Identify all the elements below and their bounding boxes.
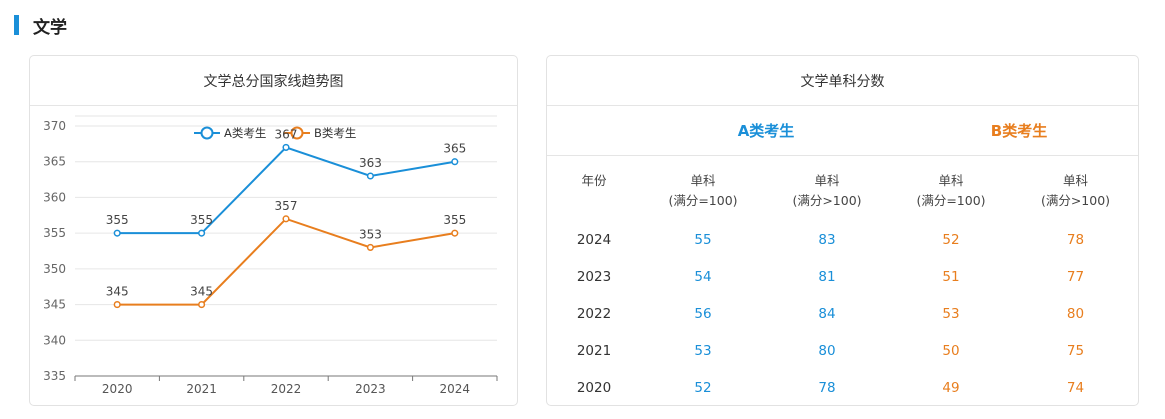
header-a-high: 单科 (满分>100) [792,173,862,208]
b-high-cell: 80 [1066,305,1085,322]
x-tick-label: 2021 [186,382,217,396]
a-low-cell: 53 [694,342,712,359]
year-cell: 2020 [576,379,612,396]
data-label: 353 [359,227,382,241]
section-title: 文学 [33,17,67,38]
data-point [198,229,206,237]
section-header: 文学 [14,14,67,38]
legend-marker [290,126,304,140]
table-row: 2021 53 80 50 75 [547,332,1138,369]
header-b-high: 单科 (满分>100) [1040,173,1111,208]
header-a-low: 单科 (满分=100) [668,173,738,208]
a-low-cell: 52 [694,379,712,396]
x-tick-label: 2020 [102,382,133,396]
data-label: 363 [359,156,382,170]
data-label: 355 [190,213,213,227]
a-low-cell: 54 [694,268,712,285]
data-point [113,229,121,237]
x-tick-label: 2024 [440,382,471,396]
data-point [451,229,459,237]
data-point [366,172,374,180]
b-low-cell: 50 [942,342,960,359]
table-row: 2020 52 78 49 74 [547,369,1138,405]
b-high-cell: 74 [1066,379,1085,396]
legend-label: A类考生 [224,126,266,140]
chart-panel-title: 文学总分国家线趋势图 [30,56,517,106]
x-tick-label: 2022 [271,382,302,396]
legend-label: B类考生 [314,126,356,140]
b-high-cell: 78 [1066,231,1085,248]
table-row: 2023 54 81 51 77 [547,258,1138,295]
data-label: 345 [190,285,213,299]
x-tick-label: 2023 [355,382,386,396]
b-high-cell: 75 [1066,342,1085,359]
b-low-cell: 51 [942,268,960,285]
a-low-cell: 56 [694,305,712,322]
header-year: 年份 [581,173,607,188]
data-point [282,215,290,223]
a-high-cell: 84 [818,305,836,322]
year-cell: 2021 [576,342,612,359]
category-a-title: A类考生 [737,122,795,140]
a-high-cell: 81 [818,268,836,285]
trend-line-chart: 335 340 345 350 355 360 365 370 2020 2021 2022 2023… [43,115,498,396]
y-tick-label: 360 [43,190,66,204]
trend-chart-panel: 文学总分国家线趋势图 335 340 345 350 355 360 365 370 2020 2… [29,55,518,406]
legend-marker [200,126,214,140]
category-header-row: A类考生 B类考生 [547,106,1138,156]
a-high-cell: 78 [818,379,836,396]
data-label: 357 [275,199,298,213]
y-tick-label: 335 [43,369,66,383]
subject-score-panel: 文学单科分数 A类考生 B类考生 年份 单科 (满分=100) 单科 (满分>100… [546,55,1139,406]
series-line [117,217,455,306]
b-low-cell: 49 [942,379,960,396]
y-tick-label: 350 [43,262,66,276]
year-cell: 2024 [576,231,612,248]
score-table: 年份 单科 (满分=100) 单科 (满分>100) 单科 (满分=100) 单科 (满… [547,157,1138,405]
y-tick-label: 345 [43,298,66,312]
data-point [198,301,206,309]
table-panel-title: 文学单科分数 [547,56,1138,106]
category-b-title: B类考生 [990,122,1048,140]
a-high-cell: 80 [818,342,836,359]
y-tick-label: 340 [43,333,66,347]
table-header-row: 年份 单科 (满分=100) 单科 (满分>100) 单科 (满分=100) 单科 (满… [547,157,1138,221]
a-high-cell: 83 [818,231,836,248]
data-point [282,143,290,151]
header-b-low: 单科 (满分=100) [916,173,986,208]
data-label: 365 [443,142,466,156]
table-row: 2022 56 84 53 80 [547,295,1138,332]
data-label: 355 [443,213,466,227]
b-low-cell: 52 [942,231,960,248]
a-low-cell: 55 [694,231,712,248]
y-tick-label: 370 [43,119,66,133]
data-label: 367 [275,127,298,141]
data-point [366,243,374,251]
y-tick-label: 355 [43,226,66,240]
data-label: 355 [106,213,129,227]
data-label: 345 [106,285,129,299]
year-cell: 2023 [576,268,612,285]
b-low-cell: 53 [942,305,960,322]
year-cell: 2022 [576,305,612,322]
y-tick-label: 365 [43,155,66,169]
b-high-cell: 77 [1066,268,1085,285]
data-point [113,301,121,309]
table-row: 2024 55 83 52 78 [547,221,1138,258]
section-accent-bar [14,15,19,35]
data-point [451,158,459,166]
